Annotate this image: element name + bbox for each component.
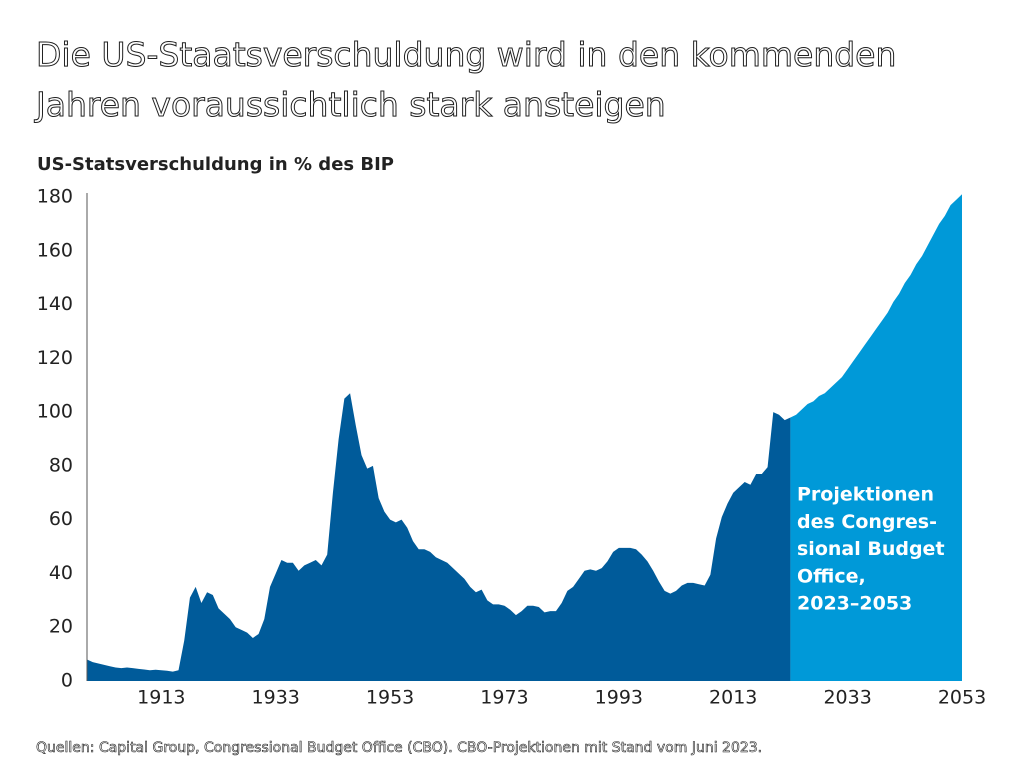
annotation: des Congres- bbox=[797, 511, 937, 533]
y-tick-label: 120 bbox=[37, 347, 73, 369]
y-axis-label: US-Statsverschuldung in % des BIP bbox=[37, 154, 394, 175]
x-tick-label: 2033 bbox=[823, 687, 871, 709]
y-tick-label: 140 bbox=[37, 293, 73, 315]
x-tick-label: 1993 bbox=[595, 687, 643, 709]
x-tick-label: 2053 bbox=[938, 687, 986, 709]
source-note: Quellen: Capital Group, Congressional Bu… bbox=[36, 740, 763, 757]
annotation: sional Budget bbox=[797, 538, 945, 560]
x-tick-label: 2013 bbox=[709, 687, 757, 709]
y-tick-label: 80 bbox=[49, 454, 73, 476]
y-tick-label: 60 bbox=[49, 508, 73, 530]
x-tick-label: 1913 bbox=[137, 687, 185, 709]
y-tick-label: 0 bbox=[61, 670, 73, 692]
y-tick-label: 160 bbox=[37, 239, 73, 261]
annotation: Projektionen bbox=[797, 484, 934, 506]
y-tick-label: 20 bbox=[49, 616, 73, 638]
y-tick-label: 180 bbox=[37, 186, 73, 208]
y-tick-label: 100 bbox=[37, 401, 73, 423]
x-tick-label: 1953 bbox=[366, 687, 414, 709]
x-tick-label: 1973 bbox=[480, 687, 528, 709]
annotation: 2023–2053 bbox=[797, 593, 912, 615]
area bbox=[87, 393, 791, 681]
y-tick-label: 40 bbox=[49, 562, 73, 584]
area bbox=[790, 194, 962, 682]
x-tick-label: 1933 bbox=[252, 687, 300, 709]
annotation: Office, bbox=[797, 565, 866, 587]
chart-title: Die US-Staatsverschuldung wird in den ko… bbox=[36, 35, 897, 125]
